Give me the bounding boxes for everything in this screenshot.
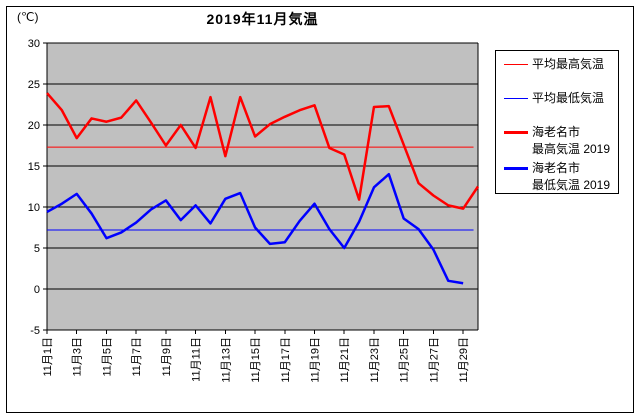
x-axis-tick-label: 11月27日 [428, 337, 440, 383]
avg-max-line-swatch [504, 64, 528, 65]
y-axis-tick-label: 5 [34, 243, 40, 255]
legend-item-label: 海老名市 最高気温 2019 [532, 124, 610, 158]
x-axis-tick-label: 11月13日 [220, 337, 232, 383]
legend-label-line: 最高気温 2019 [532, 142, 611, 156]
y-axis-labels: 30 25 20 15 10 5 0 -5 [28, 38, 40, 337]
legend-label-line: 最低気温 2019 [532, 178, 611, 192]
legend-item-avg-max: 平均最高気温 [496, 56, 618, 73]
x-axis-tick-label: 11月17日 [280, 337, 292, 383]
x-axis-tick-label: 11月5日 [101, 337, 113, 377]
legend: 平均最高気温 平均最低気温 海老名市 最高気温 2019 海老名市 最低気温 2… [495, 50, 619, 194]
legend-item-label: 海老名市 最低気温 2019 [532, 160, 610, 194]
legend-item-ebina-max: 海老名市 最高気温 2019 [496, 124, 618, 158]
page-title: 2019年11月気温 [206, 11, 319, 27]
legend-item-label: 平均最高気温 [532, 56, 604, 73]
legend-item-avg-min: 平均最低気温 [496, 90, 618, 107]
legend-label-line: 海老名市 [532, 161, 581, 175]
x-axis-labels: 11月1日 11月3日 11月5日 11月7日 11月9日 11月11日 11月13日 11月… [42, 337, 470, 383]
x-axis-tick-label: 11月11日 [191, 337, 203, 382]
x-axis-tick-label: 11月19日 [310, 337, 322, 383]
legend-label-line: 平均最高気温 [532, 57, 605, 71]
plot-background [47, 43, 478, 330]
y-axis-tick-label: 0 [34, 284, 40, 296]
x-axis-tick-label: 11月7日 [131, 337, 143, 377]
legend-item-ebina-min: 海老名市 最低気温 2019 [496, 160, 618, 194]
x-axis-tick-label: 11月15日 [250, 337, 262, 383]
legend-item-label: 平均最低気温 [532, 90, 604, 107]
x-axis-tick-label: 11月1日 [42, 337, 54, 377]
y-axis-tick-label: 15 [28, 161, 40, 173]
legend-label-line: 平均最低気温 [532, 91, 605, 105]
x-axis-tick-label: 11月3日 [72, 337, 84, 377]
y-axis-tick-label: 20 [28, 120, 40, 132]
y-axis-tick-label: -5 [30, 325, 40, 337]
ebina-min-2019-line [46, 172, 464, 285]
avg-min-line-swatch [504, 98, 528, 99]
ebina-max-2019-line [46, 92, 480, 210]
x-axis-tick-label: 11月9日 [161, 337, 173, 377]
ebina-min-line-swatch [504, 167, 528, 170]
y-axis-tick-label: 30 [28, 38, 40, 50]
gridlines-and-axes [43, 42, 479, 334]
chart-border [6, 6, 634, 413]
y-axis-tick-label: 10 [28, 202, 40, 214]
x-axis-tick-label: 11月23日 [369, 337, 381, 383]
legend-label-line: 海老名市 [532, 125, 581, 139]
x-axis-tick-label: 11月21日 [339, 337, 351, 383]
y-axis-unit-label: (℃) [17, 10, 39, 24]
y-axis-tick-label: 25 [28, 79, 40, 91]
x-axis-tick-label: 11月25日 [399, 337, 411, 383]
ebina-max-line-swatch [504, 131, 528, 134]
x-axis-tick-label: 11月29日 [458, 337, 470, 383]
